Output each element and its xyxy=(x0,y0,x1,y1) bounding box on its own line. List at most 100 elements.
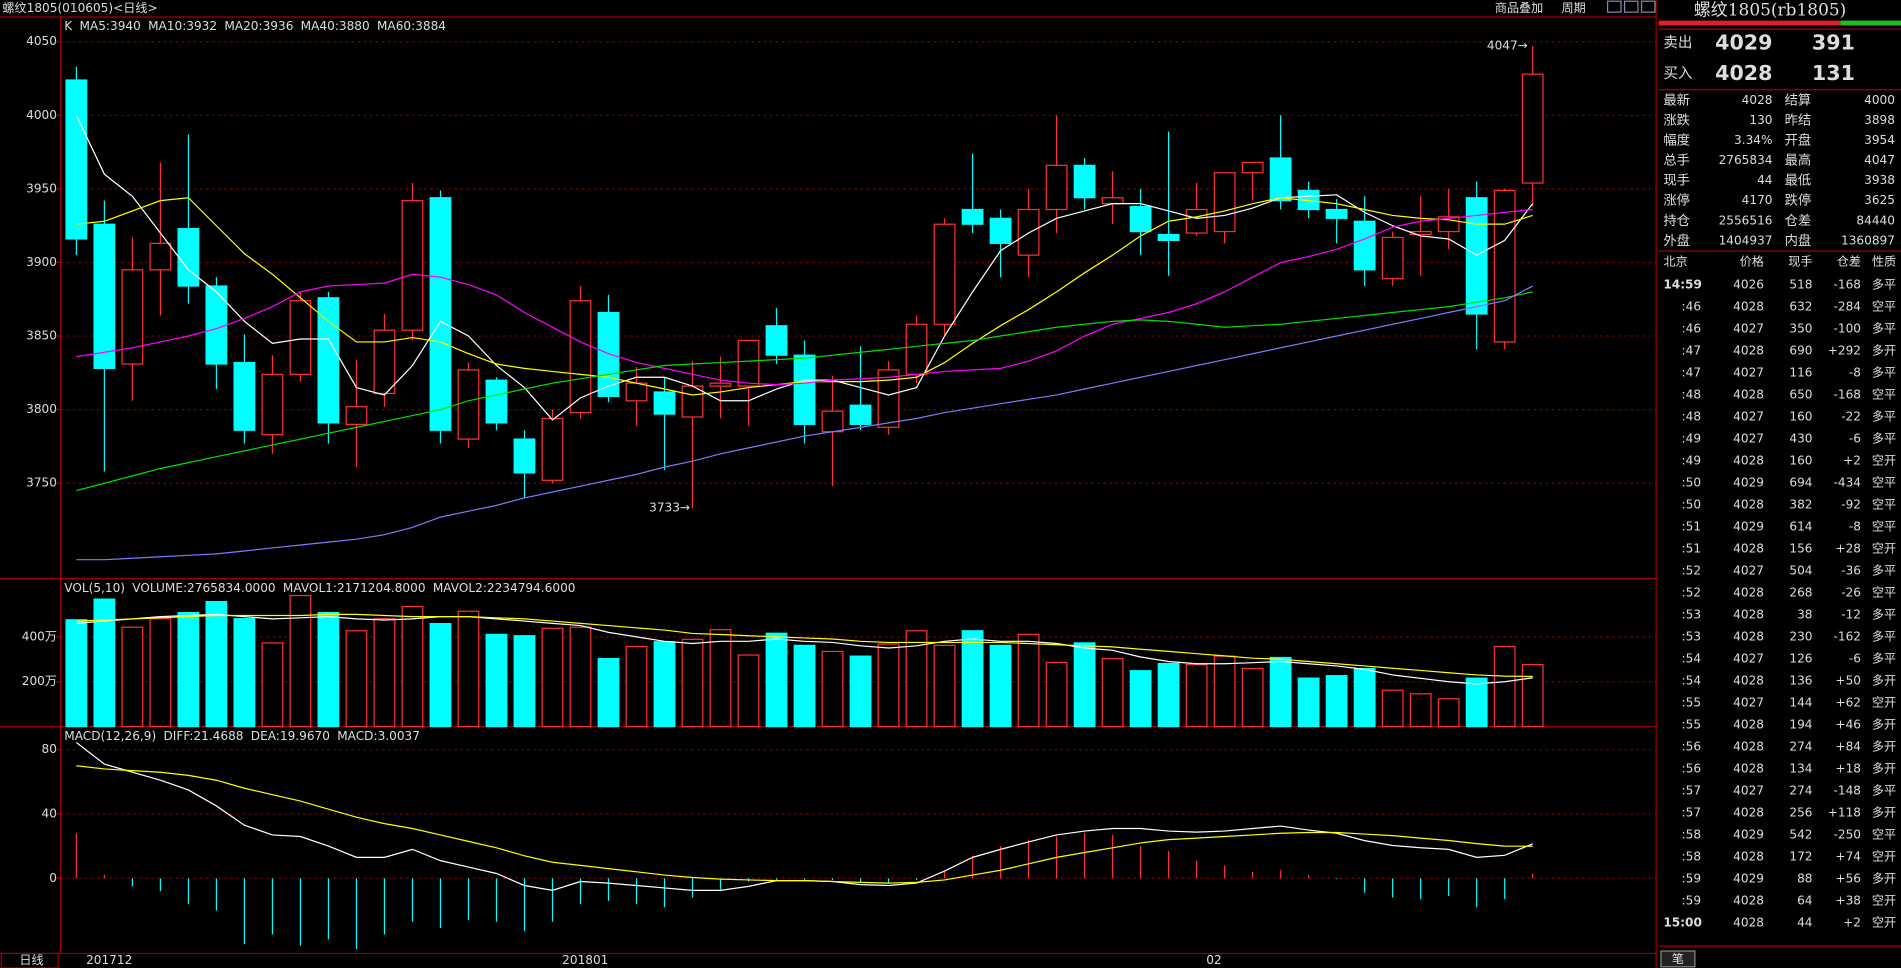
legend-entry: DIFF:21.4688 xyxy=(163,729,243,743)
tick-price: 4028 xyxy=(1733,762,1764,776)
y-tick-label: 400万 xyxy=(22,629,57,643)
legend-entry: DEA:19.9670 xyxy=(251,729,330,743)
volume-bar xyxy=(149,618,172,728)
tick-nature: 空开 xyxy=(1872,894,1896,908)
tick-price: 4027 xyxy=(1733,322,1764,336)
period-button[interactable]: 周期 xyxy=(1562,1,1586,15)
volume-bar xyxy=(1465,677,1488,728)
volume-bar xyxy=(345,630,368,728)
tick-volume: 230 xyxy=(1789,630,1812,644)
tick-nature: 空平 xyxy=(1872,828,1896,842)
volume-bar xyxy=(1269,656,1292,728)
volume-bar xyxy=(289,594,312,728)
indicator-line xyxy=(76,285,1533,561)
volume-bar xyxy=(401,605,424,728)
tick-oi-change: +56 xyxy=(1835,872,1861,886)
candle-body xyxy=(1521,73,1544,184)
candle-body xyxy=(821,410,844,433)
candle-body xyxy=(1073,164,1096,199)
tick-time: :55 xyxy=(1682,696,1701,710)
overlay-button[interactable]: 商品叠加 xyxy=(1495,0,1543,15)
stat-label: 最新 xyxy=(1663,93,1690,109)
candle-body xyxy=(1409,230,1432,236)
tab-label: 笔 xyxy=(1672,951,1684,966)
tick-header: 仓差 xyxy=(1837,255,1861,269)
tick-oi-change: -8 xyxy=(1849,520,1861,534)
volume-bar xyxy=(821,650,844,728)
tick-time: :48 xyxy=(1682,388,1701,402)
candle-body xyxy=(849,404,872,425)
tick-nature: 多平 xyxy=(1872,652,1896,666)
candle-body xyxy=(289,300,312,375)
toolbar-icon[interactable] xyxy=(1623,0,1639,13)
stat-value: 3625 xyxy=(1864,193,1895,207)
tick-nature: 空平 xyxy=(1872,498,1896,512)
volume-bar xyxy=(485,633,508,728)
candle-body xyxy=(1325,208,1348,219)
volume-bar xyxy=(1381,689,1404,728)
toolbar-icon[interactable] xyxy=(1606,0,1622,13)
tick-nature: 多平 xyxy=(1872,322,1896,336)
y-tick-label: 0 xyxy=(49,871,57,885)
stat-label: 涨停 xyxy=(1663,192,1690,209)
tick-volume: 194 xyxy=(1789,718,1812,732)
tick-time: :58 xyxy=(1682,828,1701,842)
low-annotation: 3733→ xyxy=(649,501,690,515)
y-tick-label: 3900 xyxy=(26,255,57,269)
candle-body xyxy=(261,373,284,436)
candle-body xyxy=(793,354,816,425)
stat-label: 涨跌 xyxy=(1663,113,1690,129)
stat-label: 开盘 xyxy=(1785,132,1812,149)
candle-body xyxy=(121,269,144,365)
tick-nature: 多平 xyxy=(1872,630,1896,644)
tick-volume: 256 xyxy=(1789,806,1812,820)
tick-volume: 44 xyxy=(1797,916,1813,930)
tick-price: 4029 xyxy=(1733,872,1764,886)
candle-body xyxy=(401,200,424,331)
tick-nature: 多平 xyxy=(1872,366,1896,380)
tick-nature: 多开 xyxy=(1872,718,1896,732)
order-price: 4029 xyxy=(1715,31,1772,55)
tick-volume: 430 xyxy=(1789,432,1812,446)
volume-bar xyxy=(93,598,116,728)
tick-time: :46 xyxy=(1682,322,1701,336)
candle-body xyxy=(1465,197,1488,315)
y-tick-label: 3850 xyxy=(26,329,57,343)
tick-time: :57 xyxy=(1682,784,1701,798)
toolbar-icon[interactable] xyxy=(1640,0,1656,13)
volume-bar xyxy=(233,618,256,728)
period-tab[interactable] xyxy=(0,952,59,968)
tick-volume: 274 xyxy=(1789,784,1812,798)
tick-volume: 694 xyxy=(1789,476,1812,490)
tick-oi-change: -250 xyxy=(1834,828,1861,842)
tick-oi-change: -168 xyxy=(1834,388,1861,402)
volume-bar xyxy=(1297,677,1320,728)
tick-nature: 多开 xyxy=(1872,762,1896,776)
candle-body xyxy=(429,197,452,431)
y-tick-label: 40 xyxy=(42,806,57,820)
tick-header: 北京 xyxy=(1663,255,1687,269)
volume-bar xyxy=(177,611,200,728)
tab[interactable] xyxy=(1660,950,1696,968)
candle-body xyxy=(737,339,760,387)
legend-entry: VOL(5,10) xyxy=(64,581,125,595)
tick-oi-change: -168 xyxy=(1834,278,1861,292)
y-tick-label: 3950 xyxy=(26,181,57,195)
volume-bar xyxy=(737,654,760,728)
volume-bar xyxy=(597,657,620,728)
tick-nature: 多平 xyxy=(1872,432,1896,446)
window-title: 螺纹1805(010605)<日线> xyxy=(2,1,157,15)
tick-nature: 多开 xyxy=(1872,872,1896,886)
tick-oi-change: -92 xyxy=(1841,498,1861,512)
ratio-bar-buy xyxy=(1658,20,1841,26)
candle-body xyxy=(681,385,704,418)
stat-label: 仓差 xyxy=(1785,213,1812,229)
candle-body xyxy=(149,242,172,271)
tick-time: :58 xyxy=(1682,850,1701,864)
candle-body xyxy=(1129,205,1152,233)
tick-price: 4028 xyxy=(1733,586,1764,600)
tick-header: 性质 xyxy=(1872,255,1896,269)
tick-nature: 多平 xyxy=(1872,564,1896,578)
tick-price: 4028 xyxy=(1733,894,1764,908)
